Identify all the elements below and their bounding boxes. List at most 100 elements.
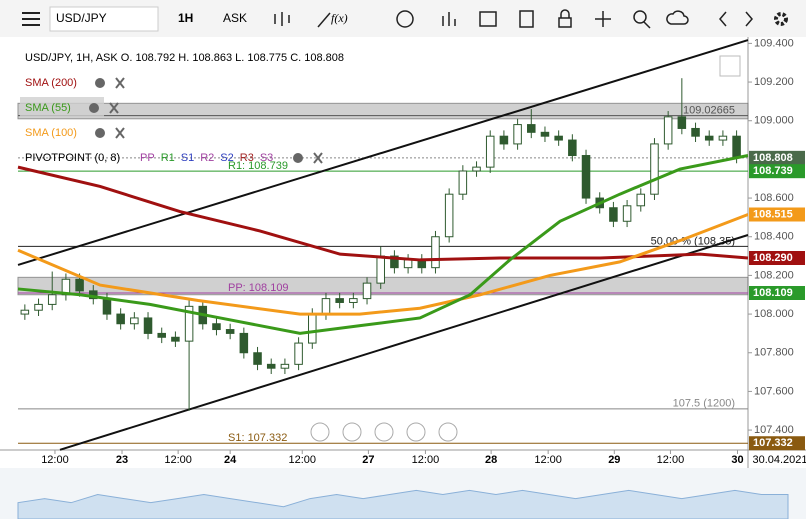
legend-pivot-level: R1 [161,152,175,164]
candle-body [485,135,495,168]
x-tick-label: 23 [116,454,128,466]
candle-body [335,298,344,303]
legend-header: USD/JPY, 1H, ASK O. 108.792 H. 108.863 L… [25,52,344,64]
candle-body [308,313,317,344]
candle-body [362,282,372,300]
candle-body [677,116,687,129]
price-tag-label: 108.515 [753,208,793,220]
candle-body [157,332,166,338]
candle-body [225,329,235,334]
y-tick-label: 108.600 [754,192,794,204]
price-tag [749,436,805,451]
sma-line [17,165,749,262]
candle-body [75,278,84,292]
legend: USD/JPY, 1H, ASK O. 108.792 H. 108.863 L… [20,52,344,164]
candle-body [554,135,563,141]
candle-body [581,155,591,199]
candle-body [116,313,125,325]
candle-body [691,127,700,137]
candle-body [184,305,194,342]
candle-body [376,255,385,284]
level-label: R1: 108.739 [228,160,288,172]
candle-body [171,336,180,342]
toolbar: USD/JPY 1H ASK f(x) [0,0,806,37]
candle-body [47,294,57,305]
interval[interactable]: 1H [178,11,193,25]
band [17,102,749,120]
legend-pivot-level: S1 [181,152,194,164]
navigator-area [17,489,789,519]
candle-body [472,166,481,172]
candle-body [568,139,577,157]
y-tick-label: 109.400 [754,37,794,49]
side[interactable]: ASK [223,11,247,25]
candle-body [431,236,440,269]
legend-pivot-level: S3 [260,152,273,164]
candle-body [266,363,276,369]
candle-body [704,135,714,141]
x-tick-label: 24 [224,454,237,466]
plot-bg [18,37,748,450]
price-tag [749,207,805,222]
candle-body [20,309,30,315]
x-tick-label: 12:00 [164,454,192,466]
candle-body [102,298,112,315]
price-tag [749,251,805,266]
legend-pivot-level: R3 [240,152,254,164]
level-label: 109.02665 [683,104,735,116]
fx-button[interactable]: f(x) [331,11,348,25]
date-label: 30.04.2021 [752,454,806,466]
candle-body [540,131,550,137]
y-tick-label: 108.200 [754,269,794,281]
level-label: S1: 107.332 [228,432,287,444]
navigator [17,489,789,519]
y-tick-label: 109.200 [754,76,794,88]
candle-body [239,332,249,354]
candle-body [294,342,303,365]
y-tick-label: 107.800 [754,347,794,359]
menu-button[interactable] [22,12,40,26]
candle-body [390,255,399,269]
candle-body [636,193,646,207]
candle-body [321,298,331,315]
x-tick-label: 27 [362,454,374,466]
legend-bg [20,97,104,117]
x-tick-label: 28 [485,454,497,466]
symbol[interactable]: USD/JPY [56,11,107,25]
price-tag [749,285,805,300]
nav-buttons[interactable] [310,422,458,442]
price-tag [749,150,805,165]
x-tick-label: 12:00 [534,454,562,466]
candle-body [732,135,741,159]
trend-line [59,234,749,451]
candle-body [458,170,468,195]
symbol-box[interactable] [49,6,159,32]
candle-body [34,303,43,311]
price-tag-label: 108.109 [753,287,793,299]
legend-icons[interactable] [89,77,323,164]
legend-sma100: SMA (100) [25,127,77,139]
legend-sma200: SMA (200) [25,77,77,89]
y-tick-label: 108.000 [754,308,794,320]
legend-pivot-level: S2 [220,152,233,164]
candle-body [622,205,632,222]
candle-body [349,298,358,303]
candle-body [143,317,153,334]
x-tick-label: 30 [731,454,743,466]
legend-pivot: PIVOTPOINT (0, 8) [25,152,120,164]
candle-body [650,143,659,195]
legend-pivot-level: R2 [200,152,214,164]
sma-line [17,213,749,316]
candle-body [718,135,728,141]
x-tick-label: 12:00 [657,454,685,466]
legend-sma55: SMA (55) [25,102,71,114]
trend-line [17,39,749,266]
candle-body [444,193,454,238]
candle-body [499,135,509,145]
y-tick-label: 109.000 [754,115,794,127]
expand-button[interactable] [719,55,741,77]
toolbar-icons[interactable] [274,9,788,29]
x-tick-label: 12:00 [41,454,69,466]
price-tag-label: 107.332 [753,437,793,449]
